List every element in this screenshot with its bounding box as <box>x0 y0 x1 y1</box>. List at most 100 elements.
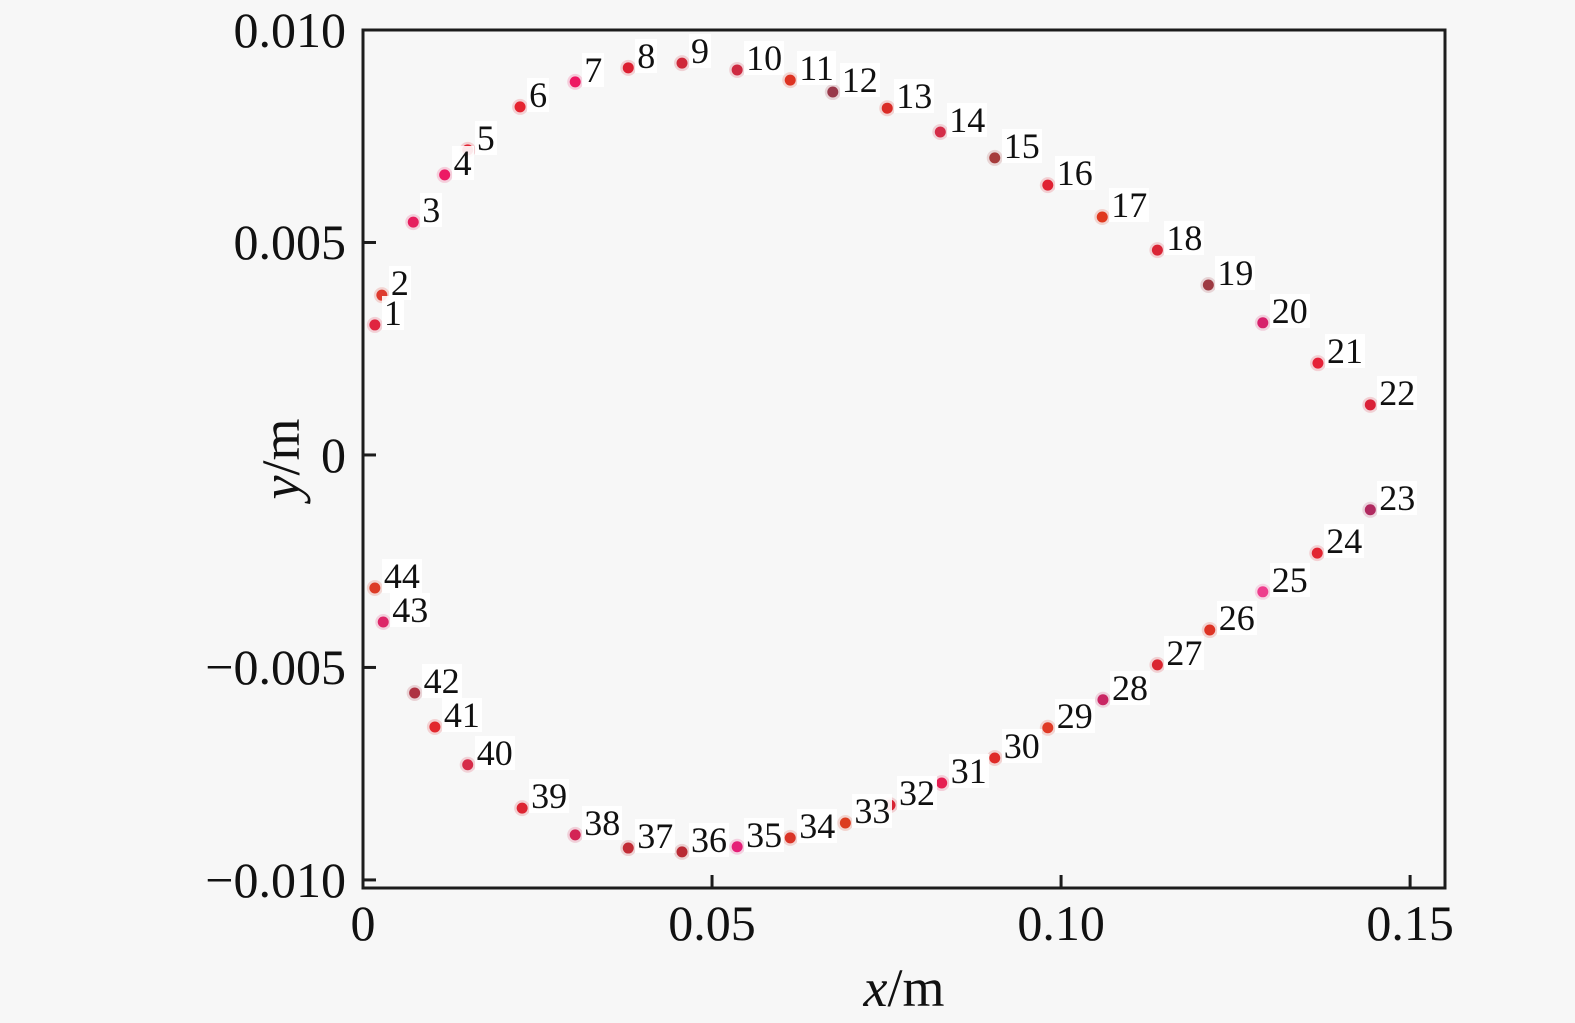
x-tick-label: 0 <box>350 895 376 951</box>
data-point-28 <box>1097 694 1109 706</box>
data-point-7 <box>569 76 581 88</box>
point-label-21: 21 <box>1324 331 1365 372</box>
point-label-10: 10 <box>744 37 785 78</box>
data-point-35 <box>731 841 743 853</box>
data-point-21 <box>1312 357 1324 369</box>
data-point-14 <box>934 126 946 138</box>
y-tick-label: 0 <box>321 426 346 483</box>
y-axis-title: y/m <box>251 418 311 500</box>
point-label-44: 44 <box>381 555 422 596</box>
point-label-23: 23 <box>1377 477 1418 518</box>
point-label-41: 41 <box>441 694 482 735</box>
x-tick-label: 0.10 <box>1017 895 1105 951</box>
data-point-13 <box>881 102 893 114</box>
point-label-15: 15 <box>1001 125 1042 166</box>
data-point-18 <box>1151 244 1163 256</box>
point-label-32: 32 <box>897 773 938 814</box>
data-point-3 <box>407 216 419 228</box>
data-point-30 <box>989 752 1001 764</box>
point-label-8: 8 <box>635 35 658 76</box>
y-tick-label: 0.005 <box>233 214 347 271</box>
y-axis-unit: /m <box>251 418 311 476</box>
point-label-28: 28 <box>1109 667 1150 708</box>
data-point-26 <box>1204 624 1216 636</box>
y-tick-label: −0.010 <box>205 851 346 908</box>
y-tick-label: −0.005 <box>205 639 346 696</box>
point-label-2: 2 <box>388 263 411 304</box>
data-point-15 <box>989 152 1001 164</box>
x-axis-variable: x <box>863 958 888 1018</box>
point-label-30: 30 <box>1001 725 1042 766</box>
point-label-29: 29 <box>1054 695 1095 736</box>
y-axis-variable: y <box>251 475 311 500</box>
data-point-16 <box>1042 179 1054 191</box>
x-axis-unit: /m <box>887 958 945 1018</box>
data-point-24 <box>1311 547 1323 559</box>
data-point-10 <box>731 64 743 76</box>
data-point-42 <box>409 687 421 699</box>
point-label-17: 17 <box>1109 184 1150 225</box>
point-label-12: 12 <box>839 60 880 101</box>
point-label-18: 18 <box>1164 218 1205 259</box>
point-label-34: 34 <box>797 805 838 846</box>
data-point-34 <box>784 832 796 844</box>
data-point-40 <box>462 759 474 771</box>
point-label-4: 4 <box>451 142 474 183</box>
point-label-36: 36 <box>689 819 729 860</box>
data-point-31 <box>936 777 948 789</box>
x-tick-label: 0.15 <box>1366 895 1454 951</box>
data-point-6 <box>514 101 526 113</box>
data-point-4 <box>439 169 451 181</box>
data-point-37 <box>622 842 634 854</box>
data-point-29 <box>1042 722 1054 734</box>
point-label-16: 16 <box>1054 153 1095 194</box>
point-label-37: 37 <box>635 816 676 857</box>
point-label-7: 7 <box>582 49 605 90</box>
x-tick-label: 0.05 <box>668 895 756 951</box>
data-point-12 <box>827 86 839 98</box>
data-point-9 <box>676 57 688 69</box>
data-point-41 <box>429 721 441 733</box>
point-label-1: 1 <box>381 292 404 333</box>
data-point-36 <box>676 846 688 858</box>
data-point-1 <box>369 319 381 331</box>
point-label-42: 42 <box>421 660 462 701</box>
point-label-31: 31 <box>948 751 989 792</box>
data-point-11 <box>784 74 796 86</box>
point-label-25: 25 <box>1269 559 1310 600</box>
point-label-22: 22 <box>1377 372 1418 413</box>
data-point-39 <box>516 802 528 814</box>
point-label-33: 33 <box>852 790 893 831</box>
point-label-27: 27 <box>1164 632 1205 673</box>
data-point-22 <box>1364 399 1376 411</box>
point-label-3: 3 <box>420 190 443 231</box>
point-label-40: 40 <box>474 732 515 773</box>
data-point-20 <box>1257 317 1269 329</box>
data-point-8 <box>622 62 634 74</box>
data-point-33 <box>839 817 851 829</box>
point-label-26: 26 <box>1216 598 1257 639</box>
point-label-5: 5 <box>474 117 497 158</box>
data-point-25 <box>1257 586 1269 598</box>
point-label-14: 14 <box>947 99 988 140</box>
x-axis-title: x/m <box>864 961 945 1015</box>
point-label-9: 9 <box>689 31 711 72</box>
point-label-11: 11 <box>797 48 836 89</box>
point-label-24: 24 <box>1324 521 1365 562</box>
data-point-44 <box>369 582 381 594</box>
axes-spines <box>361 28 1447 890</box>
point-label-13: 13 <box>894 76 935 117</box>
point-label-6: 6 <box>527 74 550 115</box>
point-label-19: 19 <box>1215 252 1256 293</box>
data-point-38 <box>569 829 581 841</box>
data-point-43 <box>377 616 389 628</box>
data-point-17 <box>1096 211 1108 223</box>
data-point-27 <box>1151 659 1163 671</box>
point-label-35: 35 <box>744 814 785 855</box>
point-label-38: 38 <box>582 802 623 843</box>
point-label-43: 43 <box>390 589 431 630</box>
data-point-23 <box>1364 504 1376 516</box>
point-label-20: 20 <box>1269 290 1310 331</box>
